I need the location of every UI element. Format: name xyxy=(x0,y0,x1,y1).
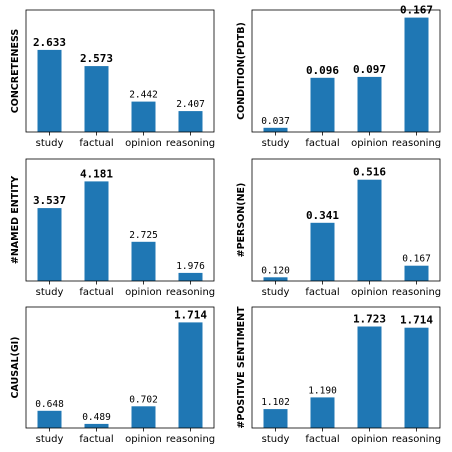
value-label: 1.714 xyxy=(174,308,207,321)
x-tick-label: opinion xyxy=(351,138,388,149)
bar-opinion xyxy=(131,101,156,132)
x-tick-label: reasoning xyxy=(166,138,215,149)
value-label: 0.096 xyxy=(306,64,339,77)
value-label: 0.648 xyxy=(35,399,64,410)
x-tick-label: reasoning xyxy=(166,434,215,445)
chart-panel-4: 0.120 study 0.341 factual 0.516 opinion 0.167 r… xyxy=(236,158,441,298)
bar-reasoning xyxy=(178,272,203,281)
x-tick-label: opinion xyxy=(351,434,388,445)
chart-panel-2: 0.037study0.096factual0.097opinion0.167r… xyxy=(236,4,441,149)
axes-frame xyxy=(25,306,215,429)
value-label: 4.181 xyxy=(80,167,113,180)
value-label: 0.097 xyxy=(353,63,386,76)
axes-frame xyxy=(251,158,441,282)
chart-panel-1: 2.633 study 2.573 factual 2.442 opinion 2.407 r… xyxy=(10,9,215,149)
x-tick-label: reasoning xyxy=(392,434,441,445)
bar-study xyxy=(263,277,288,281)
x-tick-label: factual xyxy=(305,434,339,445)
x-tick-label: opinion xyxy=(351,287,388,298)
axes-frame xyxy=(251,9,441,133)
y-axis-label: CAUSAL(GI) xyxy=(10,336,21,398)
x-tick-label: opinion xyxy=(125,287,162,298)
axes-frame xyxy=(25,9,215,133)
bar-opinion xyxy=(131,406,156,428)
y-axis-label: #PERSON(NE) xyxy=(236,183,247,258)
bar-reasoning xyxy=(404,327,429,428)
value-label: 1.714 xyxy=(400,314,433,327)
bar-reasoning xyxy=(404,265,429,281)
chart-panel-3: 3.537 study 4.181 factual 2.725 opinion 1.976 r… xyxy=(10,158,215,298)
x-tick-label: factual xyxy=(79,434,113,445)
value-label: 0.516 xyxy=(353,166,386,179)
bar-factual xyxy=(310,222,335,281)
value-label: 2.633 xyxy=(33,36,66,49)
bar-opinion xyxy=(357,76,382,132)
value-label: 2.407 xyxy=(176,99,205,110)
y-axis-label: #NAMED ENTITY xyxy=(10,176,21,264)
axes-frame xyxy=(25,158,215,282)
value-label: 2.725 xyxy=(129,230,158,241)
bar-opinion xyxy=(357,179,382,281)
bar-study xyxy=(263,127,288,132)
x-tick-label: opinion xyxy=(125,138,162,149)
x-tick-label: reasoning xyxy=(392,138,441,149)
bar-study xyxy=(37,208,62,281)
bar-factual xyxy=(84,181,109,281)
value-label: 1.190 xyxy=(308,385,337,396)
axes-frame xyxy=(251,306,441,429)
value-label: 0.489 xyxy=(82,412,111,423)
y-axis-label: CONCRETENESS xyxy=(10,29,21,114)
bar-factual xyxy=(310,77,335,132)
x-tick-label: factual xyxy=(79,138,113,149)
bar-reasoning xyxy=(178,322,203,428)
x-tick-label: study xyxy=(36,434,64,445)
x-tick-label: opinion xyxy=(125,434,162,445)
value-label: 0.120 xyxy=(261,265,290,276)
bar-factual xyxy=(84,423,109,428)
x-tick-label: study xyxy=(262,434,290,445)
value-label: 1.102 xyxy=(261,397,290,408)
x-tick-label: study xyxy=(262,138,290,149)
y-axis-label: #POSITIVE SENTIMENT xyxy=(236,306,247,429)
bar-factual xyxy=(84,66,109,132)
value-label: 0.341 xyxy=(306,209,339,222)
x-tick-label: study xyxy=(262,287,290,298)
bar-reasoning xyxy=(178,111,203,132)
value-label: 0.702 xyxy=(129,394,158,405)
x-tick-label: factual xyxy=(305,138,339,149)
value-label: 2.442 xyxy=(129,90,158,101)
x-tick-label: reasoning xyxy=(166,287,215,298)
value-label: 1.976 xyxy=(176,261,205,272)
y-axis-label: CONDITION(PDTB) xyxy=(236,22,247,120)
value-label: 1.723 xyxy=(353,313,386,326)
bar-study xyxy=(263,409,288,428)
bar-factual xyxy=(310,397,335,428)
x-tick-label: study xyxy=(36,138,64,149)
value-label: 3.537 xyxy=(33,194,66,207)
x-tick-label: factual xyxy=(305,287,339,298)
bar-opinion xyxy=(357,326,382,428)
chart-panel-5: 0.648 study 0.489 factual 0.702 opinion 1.714 r… xyxy=(10,306,215,445)
value-label: 0.167 xyxy=(402,254,431,265)
value-label: 2.573 xyxy=(80,52,113,65)
bar-study xyxy=(37,410,62,428)
x-tick-label: study xyxy=(36,287,64,298)
x-tick-label: factual xyxy=(79,287,113,298)
value-label: 0.037 xyxy=(261,116,290,127)
chart-panel-6: 1.102 study 1.190 factual 1.723 opinion 1.714 r… xyxy=(236,306,441,445)
x-tick-label: reasoning xyxy=(392,287,441,298)
bar-reasoning xyxy=(404,17,429,133)
bar-opinion xyxy=(131,241,156,281)
bar-study xyxy=(37,49,62,132)
